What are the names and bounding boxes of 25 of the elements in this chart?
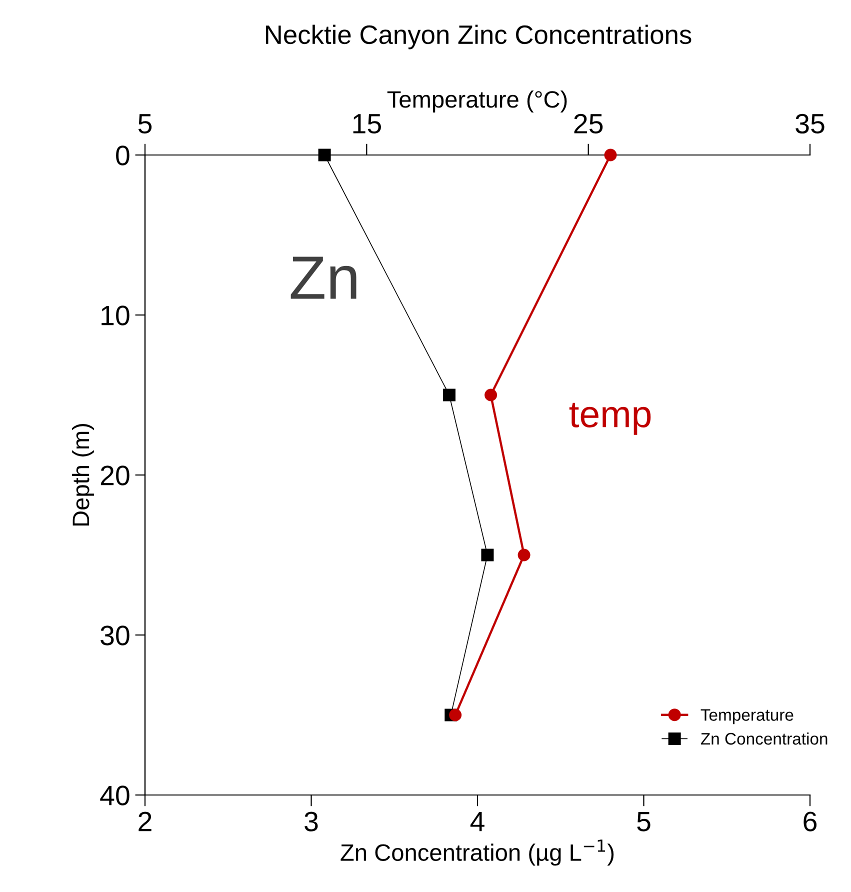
- annotation: temp: [569, 402, 651, 435]
- x-tick-label: 4: [470, 812, 484, 832]
- x-tick-label: 2: [138, 812, 152, 832]
- x2-tick-label: 5: [138, 114, 152, 134]
- x-axis-title: Zn Concentration (µg L$^{−1}$): [340, 840, 614, 866]
- y-tick-label: 0: [116, 146, 130, 166]
- y-tick-label: 30: [100, 626, 130, 646]
- y-tick-label: 10: [102, 306, 130, 326]
- x-tick-label: 3: [304, 812, 318, 832]
- y-tick-label: 40: [100, 786, 130, 806]
- y-tick-label: 20: [100, 466, 130, 486]
- annotation: Zn: [290, 256, 356, 299]
- x-tick-label: 6: [804, 812, 817, 832]
- point: [481, 548, 494, 562]
- point: [442, 388, 456, 402]
- x2-tick-label: 25: [574, 114, 603, 134]
- x2-axis-title: Temperature (°C): [387, 90, 567, 112]
- x2-tick-label: 35: [796, 114, 824, 134]
- legend-label: Zn Concentration: [700, 732, 828, 745]
- chart-title: Necktie Canyon Zinc Concentrations: [266, 24, 692, 50]
- legend-label: Temperature: [700, 709, 794, 724]
- x2-tick-label: 15: [353, 114, 381, 134]
- point: [318, 148, 331, 162]
- x-tick-label: 5: [637, 812, 650, 832]
- y-axis-title: Depth (m): [72, 424, 94, 526]
